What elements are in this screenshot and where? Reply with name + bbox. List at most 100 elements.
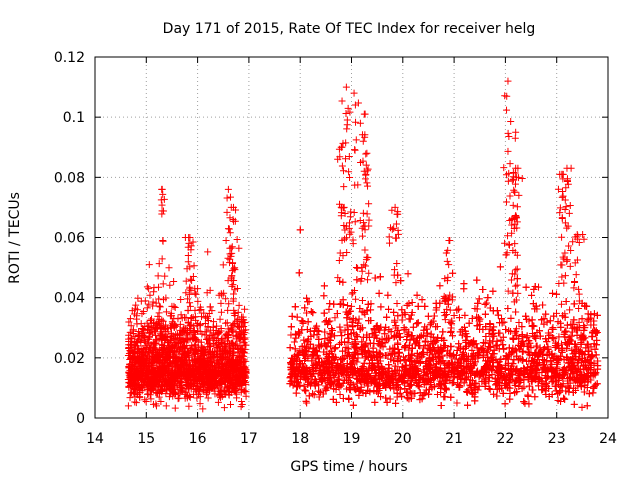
data-point [127, 383, 135, 391]
data-point [172, 357, 180, 365]
data-point [184, 295, 192, 303]
data-point [127, 322, 135, 330]
data-point [224, 306, 232, 314]
data-point [195, 363, 203, 371]
data-point [241, 364, 249, 372]
data-point [147, 317, 155, 325]
data-point [222, 330, 230, 338]
data-point [197, 350, 205, 358]
data-point [131, 376, 139, 384]
data-point [227, 326, 235, 334]
data-point [159, 358, 167, 366]
data-point [170, 347, 178, 355]
data-point [137, 297, 145, 305]
data-point [201, 349, 209, 357]
data-point [241, 305, 249, 313]
data-point [197, 305, 205, 313]
data-point [217, 325, 225, 333]
data-point [174, 347, 182, 355]
data-point [166, 354, 174, 362]
data-point [194, 384, 202, 392]
data-point [190, 377, 198, 385]
data-point [196, 322, 204, 330]
data-point [226, 347, 234, 355]
data-point [181, 361, 189, 369]
data-point [128, 370, 136, 378]
data-point [161, 378, 169, 386]
data-point [231, 388, 239, 396]
data-point [140, 308, 148, 316]
data-point [196, 328, 204, 336]
data-point [237, 388, 245, 396]
data-point [203, 336, 211, 344]
data-point [163, 370, 171, 378]
data-point [229, 384, 237, 392]
data-point [220, 404, 228, 412]
data-point [207, 378, 215, 386]
data-point [174, 361, 182, 369]
data-point [182, 277, 190, 285]
data-point [138, 335, 146, 343]
data-point [176, 357, 184, 365]
data-point [225, 354, 233, 362]
data-point [181, 390, 189, 398]
data-point [175, 394, 183, 402]
data-point [147, 324, 155, 332]
data-point [183, 351, 191, 359]
data-point [202, 373, 210, 381]
data-point [206, 303, 214, 311]
data-point [229, 351, 237, 359]
data-point [234, 308, 242, 316]
data-point [188, 314, 196, 322]
data-point [204, 394, 212, 402]
data-point [177, 296, 185, 304]
data-point [201, 358, 209, 366]
data-point [146, 291, 154, 299]
data-point [221, 386, 229, 394]
data-point [162, 402, 170, 410]
data-point [228, 324, 236, 332]
data-point [143, 363, 151, 371]
data-point [240, 357, 248, 365]
data-point [205, 373, 213, 381]
data-point [229, 281, 237, 289]
data-point [165, 393, 173, 401]
data-point [233, 285, 241, 293]
data-point [153, 335, 161, 343]
data-point [137, 373, 145, 381]
data-point [155, 309, 163, 317]
data-point [204, 248, 212, 256]
data-point [169, 388, 177, 396]
data-point [182, 362, 190, 370]
data-point [223, 375, 231, 383]
data-point [149, 348, 157, 356]
data-point [233, 372, 241, 380]
data-point [157, 376, 165, 384]
data-point [138, 387, 146, 395]
data-point [171, 304, 179, 312]
data-point [209, 353, 217, 361]
data-point [170, 383, 178, 391]
data-point [218, 377, 226, 385]
data-point [192, 349, 200, 357]
data-point [176, 320, 184, 328]
data-point [133, 390, 141, 398]
data-point [134, 332, 142, 340]
data-point [133, 315, 141, 323]
data-point [127, 354, 135, 362]
data-point [137, 320, 145, 328]
data-point [160, 381, 168, 389]
data-point [166, 359, 174, 367]
data-point [139, 344, 147, 352]
data-point [171, 358, 179, 366]
data-point [132, 381, 140, 389]
data-point [212, 370, 220, 378]
data-point [204, 343, 212, 351]
data-point [234, 357, 242, 365]
data-point [150, 380, 158, 388]
data-point [185, 402, 193, 410]
data-point [147, 395, 155, 403]
data-point [236, 342, 244, 350]
data-point [139, 360, 147, 368]
